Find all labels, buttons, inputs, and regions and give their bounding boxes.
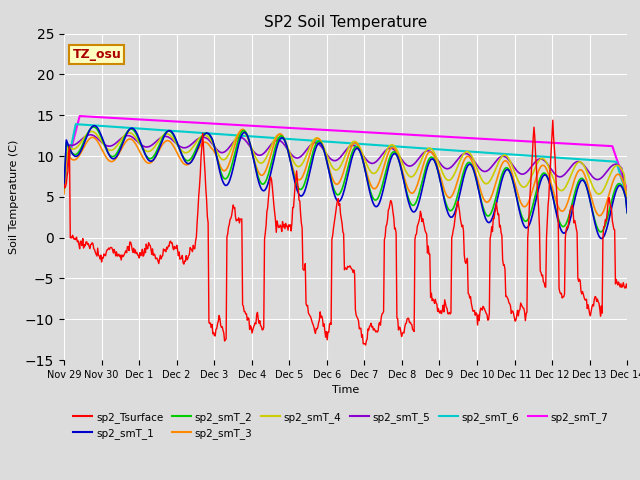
Y-axis label: Soil Temperature (C): Soil Temperature (C)	[10, 140, 19, 254]
Text: TZ_osu: TZ_osu	[72, 48, 121, 61]
X-axis label: Time: Time	[332, 385, 359, 395]
Legend: sp2_Tsurface, sp2_smT_1, sp2_smT_2, sp2_smT_3, sp2_smT_4, sp2_smT_5, sp2_smT_6, : sp2_Tsurface, sp2_smT_1, sp2_smT_2, sp2_…	[69, 408, 612, 443]
Title: SP2 Soil Temperature: SP2 Soil Temperature	[264, 15, 428, 30]
